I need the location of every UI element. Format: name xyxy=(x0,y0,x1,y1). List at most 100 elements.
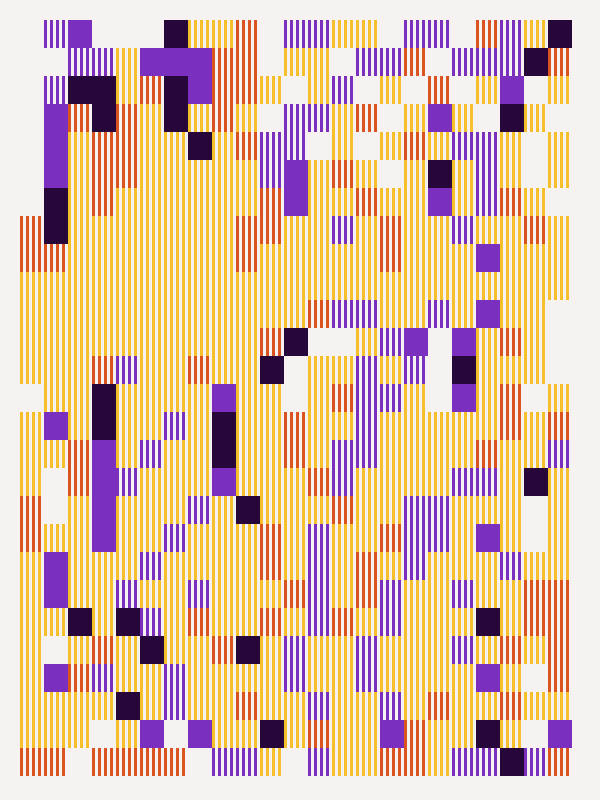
stripe-cell xyxy=(452,384,476,412)
stripe-cell xyxy=(308,356,332,384)
stripe-cell xyxy=(92,328,116,356)
stripe-cell xyxy=(356,356,380,384)
stripe-cell xyxy=(548,216,572,244)
stripe-cell xyxy=(452,244,476,272)
stripe-cell xyxy=(548,412,572,440)
stripe-cell xyxy=(404,524,428,552)
stripe-cell xyxy=(476,720,500,748)
stripe-cell xyxy=(428,188,452,216)
stripe-cell xyxy=(212,244,236,272)
stripe-cell xyxy=(260,76,284,104)
stripe-cell xyxy=(20,524,44,552)
stripe-cell xyxy=(524,748,548,776)
stripe-cell xyxy=(236,440,260,468)
stripe-cell xyxy=(404,608,428,636)
stripe-cell xyxy=(476,636,500,664)
stripe-cell xyxy=(308,440,332,468)
stripe-cell xyxy=(332,160,356,188)
stripe-cell xyxy=(404,440,428,468)
stripe-cell xyxy=(332,188,356,216)
stripe-cell xyxy=(284,160,308,188)
stripe-cell xyxy=(260,748,284,776)
stripe-cell xyxy=(236,412,260,440)
stripe-cell xyxy=(452,440,476,468)
stripe-cell xyxy=(116,608,140,636)
stripe-cell xyxy=(308,384,332,412)
stripe-cell xyxy=(308,524,332,552)
stripe-cell xyxy=(356,468,380,496)
stripe-cell xyxy=(404,748,428,776)
stripe-cell xyxy=(68,48,92,76)
stripe-cell xyxy=(380,216,404,244)
stripe-cell xyxy=(332,636,356,664)
stripe-cell xyxy=(140,748,164,776)
stripe-cell xyxy=(356,328,380,356)
stripe-cell xyxy=(548,636,572,664)
stripe-cell xyxy=(68,664,92,692)
stripe-cell xyxy=(404,412,428,440)
stripe-cell xyxy=(380,300,404,328)
stripe-cell xyxy=(524,636,548,664)
stripe-cell xyxy=(68,272,92,300)
stripe-cell xyxy=(188,76,212,104)
stripe-cell xyxy=(236,636,260,664)
stripe-cell xyxy=(212,76,236,104)
stripe-cell xyxy=(68,216,92,244)
stripe-cell xyxy=(476,300,500,328)
stripe-cell xyxy=(476,76,500,104)
stripe-cell xyxy=(404,188,428,216)
stripe-cell xyxy=(92,216,116,244)
stripe-cell xyxy=(380,552,404,580)
stripe-cell xyxy=(476,328,500,356)
stripe-cell xyxy=(548,272,572,300)
stripe-cell xyxy=(20,608,44,636)
stripe-cell xyxy=(452,748,476,776)
stripe-cell xyxy=(236,300,260,328)
stripe-cell xyxy=(380,76,404,104)
stripe-cell xyxy=(20,692,44,720)
stripe-cell xyxy=(68,496,92,524)
stripe-cell xyxy=(284,440,308,468)
stripe-cell xyxy=(92,664,116,692)
stripe-cell xyxy=(332,664,356,692)
stripe-cell xyxy=(140,328,164,356)
stripe-cell xyxy=(68,608,92,636)
stripe-cell xyxy=(356,244,380,272)
stripe-cell xyxy=(356,524,380,552)
stripe-cell xyxy=(68,76,92,104)
stripe-cell xyxy=(452,188,476,216)
stripe-cell xyxy=(524,244,548,272)
stripe-cell xyxy=(44,160,68,188)
stripe-cell xyxy=(380,132,404,160)
stripe-cell xyxy=(260,468,284,496)
stripe-cell xyxy=(284,468,308,496)
stripe-cell xyxy=(188,216,212,244)
stripe-cell xyxy=(212,20,236,48)
stripe-cell xyxy=(452,468,476,496)
stripe-cell xyxy=(140,356,164,384)
stripe-cell xyxy=(260,664,284,692)
stripe-cell xyxy=(164,244,188,272)
stripe-cell xyxy=(260,160,284,188)
stripe-cell xyxy=(92,412,116,440)
stripe-cell xyxy=(380,272,404,300)
stripe-cell xyxy=(164,412,188,440)
stripe-cell xyxy=(212,468,236,496)
stripe-cell xyxy=(500,468,524,496)
stripe-cell xyxy=(476,272,500,300)
stripe-cell xyxy=(284,636,308,664)
stripe-cell xyxy=(476,188,500,216)
stripe-cell xyxy=(188,412,212,440)
stripe-cell xyxy=(332,692,356,720)
stripe-cell xyxy=(44,692,68,720)
stripe-cell xyxy=(284,104,308,132)
stripe-cell xyxy=(332,216,356,244)
stripe-cell xyxy=(500,160,524,188)
stripe-cell xyxy=(332,272,356,300)
stripe-cell xyxy=(404,720,428,748)
stripe-cell xyxy=(236,48,260,76)
stripe-cell xyxy=(500,692,524,720)
stripe-cell xyxy=(212,552,236,580)
stripe-cell xyxy=(404,328,428,356)
stripe-cell xyxy=(164,48,188,76)
